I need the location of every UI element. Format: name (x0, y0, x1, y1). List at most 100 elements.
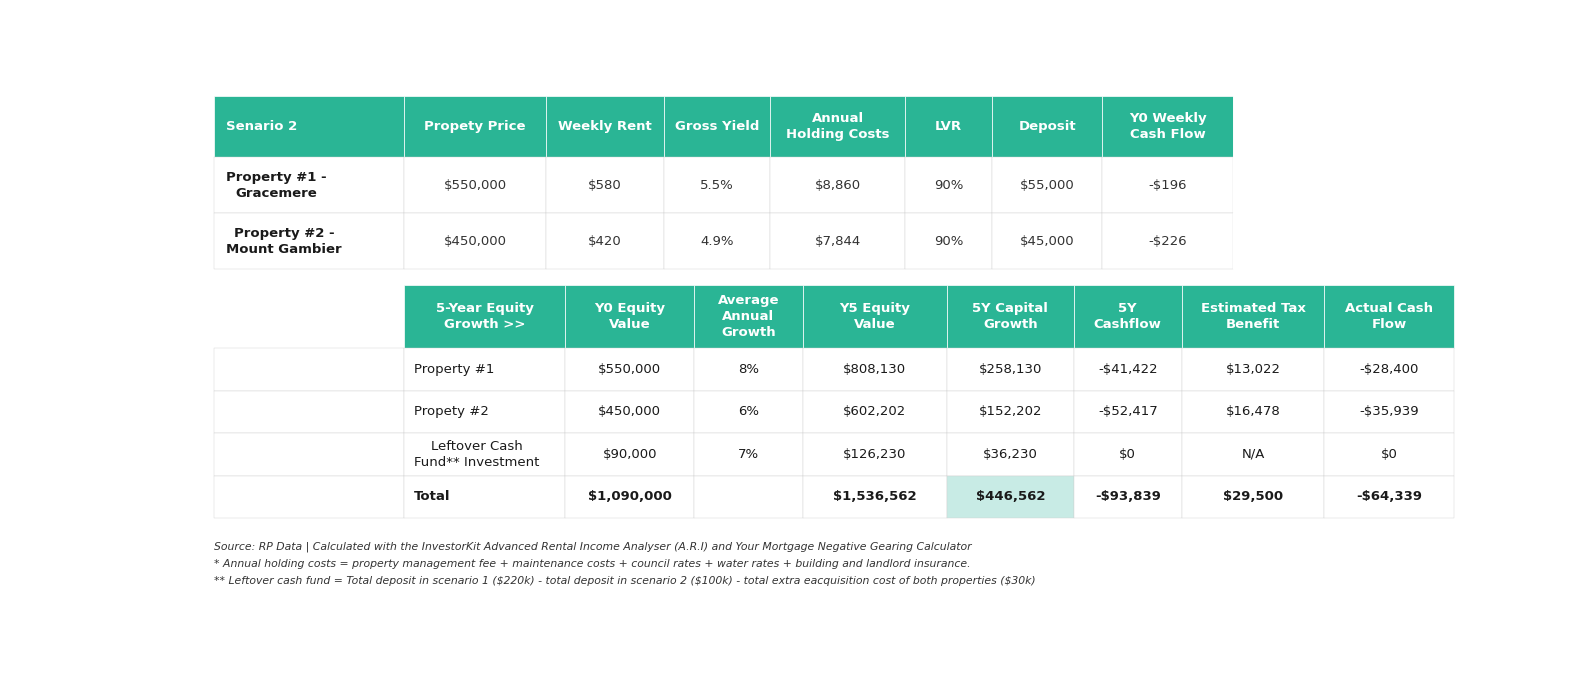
Bar (1232, 96, 1297, 157)
Text: $1,090,000: $1,090,000 (587, 491, 672, 503)
Text: $55,000: $55,000 (1020, 179, 1075, 192)
Bar (1325, 390, 1453, 433)
Bar (1103, 213, 1232, 269)
Bar (771, 96, 904, 157)
Text: 90%: 90% (933, 179, 963, 192)
Bar (546, 157, 664, 213)
Text: $45,000: $45,000 (1020, 235, 1075, 248)
Text: Y0 Weekly
Cash Flow: Y0 Weekly Cash Flow (1129, 112, 1207, 141)
Bar (565, 390, 694, 433)
Text: $29,500: $29,500 (1223, 491, 1283, 503)
Text: -$52,417: -$52,417 (1098, 405, 1157, 419)
Text: $0: $0 (1380, 448, 1398, 461)
Bar (213, 433, 404, 476)
Bar (771, 157, 904, 213)
Text: 90%: 90% (933, 235, 963, 248)
Text: $0: $0 (1119, 448, 1137, 461)
Text: $8,860: $8,860 (815, 179, 861, 192)
Text: 5Y Capital
Growth: 5Y Capital Growth (973, 302, 1048, 331)
Bar (664, 96, 771, 157)
Text: Propety #2: Propety #2 (414, 405, 489, 419)
Bar (992, 96, 1103, 157)
Bar (565, 433, 694, 476)
Text: 5Y
Cashflow: 5Y Cashflow (1094, 302, 1162, 331)
Text: $450,000: $450,000 (599, 405, 661, 419)
Bar (947, 390, 1073, 433)
Text: Estimated Tax
Benefit: Estimated Tax Benefit (1200, 302, 1305, 331)
Bar (546, 213, 664, 269)
Bar (992, 213, 1103, 269)
Bar (802, 476, 947, 518)
Bar (694, 285, 802, 348)
Bar (1181, 285, 1325, 348)
Text: -$226: -$226 (1148, 235, 1186, 248)
Bar (565, 476, 694, 518)
Bar (947, 348, 1073, 390)
Bar (664, 213, 771, 269)
Bar (694, 348, 802, 390)
Bar (565, 348, 694, 390)
Text: Property #1 -
Gracemere: Property #1 - Gracemere (226, 171, 326, 200)
Text: Leftover Cash
Fund** Investment: Leftover Cash Fund** Investment (414, 440, 540, 469)
Text: $152,202: $152,202 (979, 405, 1043, 419)
Text: LVR: LVR (935, 120, 962, 133)
Bar (947, 285, 1073, 348)
Text: Y5 Equity
Value: Y5 Equity Value (839, 302, 911, 331)
Bar (1232, 213, 1297, 269)
Text: -$93,839: -$93,839 (1095, 491, 1161, 503)
Text: $602,202: $602,202 (844, 405, 906, 419)
Bar (1181, 433, 1325, 476)
Bar (213, 96, 404, 157)
Bar (694, 433, 802, 476)
Bar (1073, 390, 1181, 433)
Text: 5.5%: 5.5% (700, 179, 734, 192)
Text: $7,844: $7,844 (815, 235, 861, 248)
Bar (213, 476, 404, 518)
Bar (904, 157, 992, 213)
Text: Y0 Equity
Value: Y0 Equity Value (594, 302, 665, 331)
Bar (404, 390, 565, 433)
Text: Senario 2: Senario 2 (226, 120, 298, 133)
Bar (1181, 390, 1325, 433)
Text: Annual
Holding Costs: Annual Holding Costs (786, 112, 890, 141)
Text: 5-Year Equity
Growth >>: 5-Year Equity Growth >> (436, 302, 533, 331)
Text: $808,130: $808,130 (844, 363, 906, 376)
Bar (992, 157, 1103, 213)
Bar (1325, 348, 1453, 390)
Text: 6%: 6% (739, 405, 759, 419)
Text: -$35,939: -$35,939 (1360, 405, 1418, 419)
Text: Weekly Rent: Weekly Rent (559, 120, 653, 133)
Bar (213, 348, 404, 390)
Bar (404, 285, 565, 348)
Bar (694, 476, 802, 518)
Bar (404, 348, 565, 390)
Text: $16,478: $16,478 (1226, 405, 1280, 419)
Text: * Annual holding costs = property management fee + maintenance costs + council r: * Annual holding costs = property manage… (213, 559, 971, 569)
Text: $580: $580 (589, 179, 622, 192)
Text: Property #2 -
Mount Gambier: Property #2 - Mount Gambier (226, 227, 342, 256)
Bar (1325, 285, 1453, 348)
Bar (565, 285, 694, 348)
Text: $90,000: $90,000 (603, 448, 657, 461)
Bar (1232, 157, 1297, 213)
Text: Propety Price: Propety Price (425, 120, 525, 133)
Text: 8%: 8% (739, 363, 759, 376)
Bar (664, 157, 771, 213)
Bar (404, 476, 565, 518)
Text: $450,000: $450,000 (444, 235, 506, 248)
Bar (1103, 157, 1232, 213)
Bar (1073, 476, 1181, 518)
Bar (1325, 476, 1453, 518)
Bar (1073, 348, 1181, 390)
Text: -$28,400: -$28,400 (1360, 363, 1418, 376)
Text: $446,562: $446,562 (976, 491, 1044, 503)
Text: Deposit: Deposit (1019, 120, 1076, 133)
Bar (404, 213, 546, 269)
Bar (694, 390, 802, 433)
Text: N/A: N/A (1242, 448, 1264, 461)
Bar (213, 157, 404, 213)
Text: -$196: -$196 (1148, 179, 1186, 192)
Text: $36,230: $36,230 (982, 448, 1038, 461)
Bar (947, 476, 1073, 518)
Bar (771, 213, 904, 269)
